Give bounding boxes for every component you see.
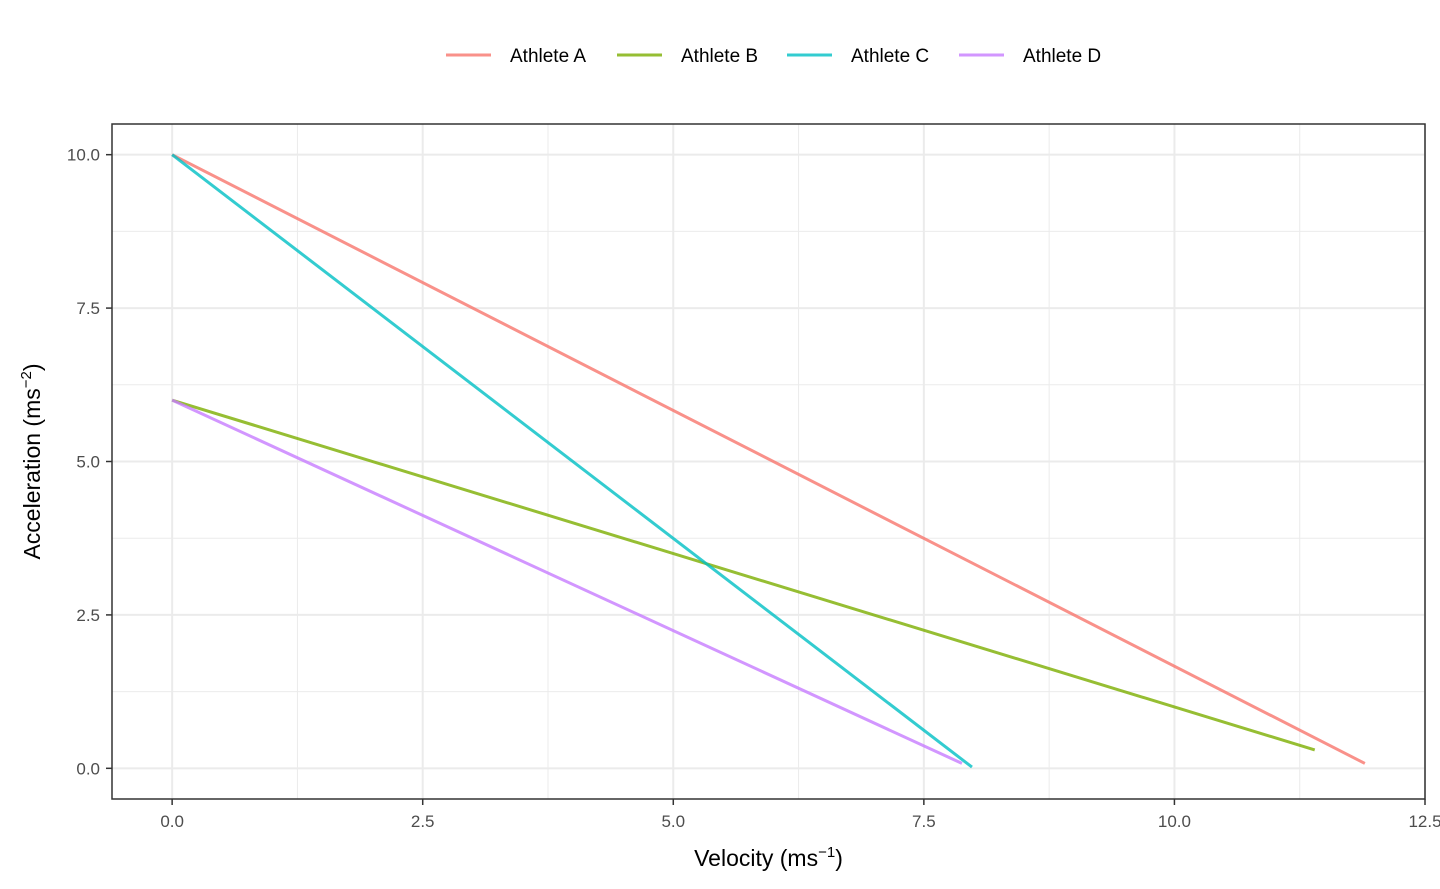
legend-item-2: Athlete B [617, 46, 758, 67]
legend-label-3: Athlete C [851, 46, 929, 67]
x-axis: 0.0 2.5 5.0 7.5 10.0 12.5 [160, 799, 1440, 831]
x-axis-title-text: Velocity (ms [694, 845, 818, 871]
legend: Athlete A Athlete B Athlete C Athlete D [446, 46, 1101, 67]
grid-major [112, 124, 1426, 799]
y-axis-title: Acceleration (ms−2) [18, 363, 45, 559]
y-tick-label: 10.0 [67, 146, 100, 165]
series-line-2 [171, 398, 1316, 752]
x-tick-label: 2.5 [411, 812, 435, 831]
x-tick-label: 7.5 [912, 812, 936, 831]
x-axis-title-suffix: ) [835, 845, 843, 871]
legend-item-3: Athlete C [787, 46, 929, 67]
legend-label-2: Athlete B [681, 46, 758, 67]
y-axis-title-suffix: ) [19, 363, 45, 371]
y-tick-label: 7.5 [76, 299, 100, 318]
legend-label-4: Athlete D [1023, 46, 1101, 67]
x-tick-label: 5.0 [661, 812, 685, 831]
x-tick-label: 10.0 [1158, 812, 1191, 831]
x-tick-label: 0.0 [160, 812, 184, 831]
legend-item-4: Athlete D [959, 46, 1101, 67]
y-axis-title-text: Acceleration (ms [19, 388, 45, 559]
x-axis-title: Velocity (ms−1) [694, 844, 843, 871]
series-line-4 [171, 398, 963, 765]
y-axis-title-superscript: −2 [18, 371, 35, 388]
x-axis-title-superscript: −1 [818, 844, 835, 861]
y-axis: 0.0 2.5 5.0 7.5 10.0 [67, 146, 112, 778]
y-tick-label: 5.0 [76, 453, 100, 472]
y-tick-label: 0.0 [76, 759, 100, 778]
y-tick-label: 2.5 [76, 606, 100, 625]
series-line-1 [171, 153, 1366, 765]
x-tick-label: 12.5 [1408, 812, 1440, 831]
series-line-3 [171, 153, 973, 769]
legend-label-1: Athlete A [510, 46, 586, 67]
legend-item-1: Athlete A [446, 46, 586, 67]
series-lines [171, 153, 1366, 769]
